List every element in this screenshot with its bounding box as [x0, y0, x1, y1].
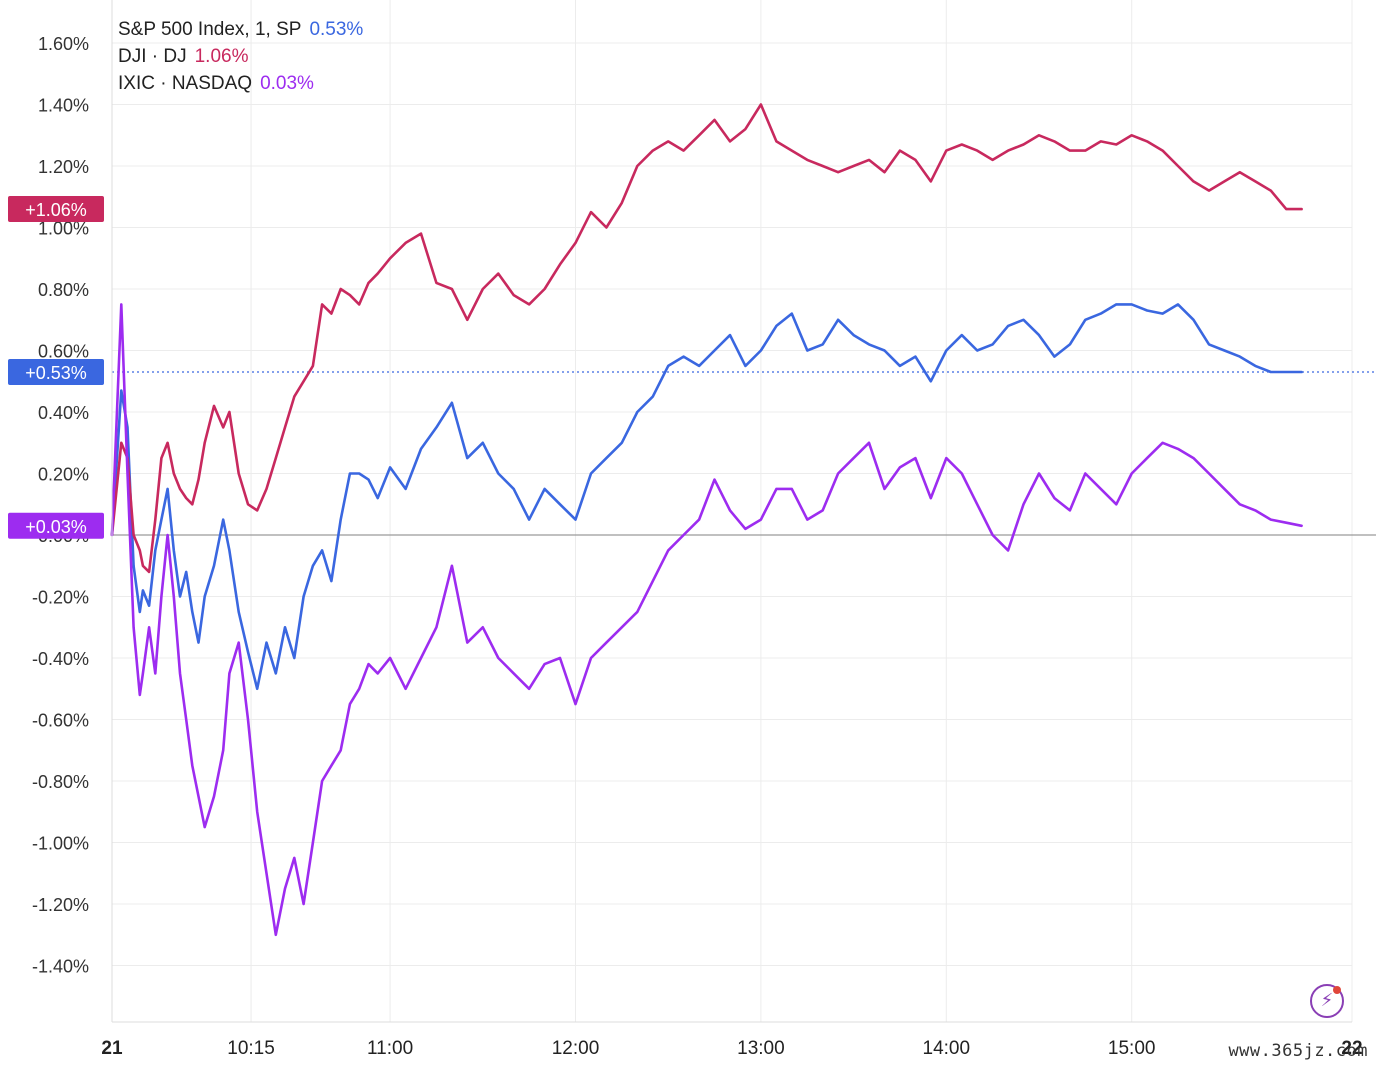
y-tick-label: -0.60%	[32, 711, 89, 731]
y-tick-label: 0.20%	[38, 465, 89, 485]
x-tick-label: 14:00	[923, 1038, 971, 1059]
series-badge-bg	[8, 512, 104, 539]
x-tick-label: 10:15	[227, 1038, 275, 1059]
legend-series-name: DJI · DJ	[118, 46, 187, 67]
series-line-0	[110, 303, 1303, 691]
x-tick-label: 12:00	[552, 1038, 600, 1059]
series-badge-bg	[8, 359, 104, 386]
x-tick-label: 21	[101, 1038, 123, 1059]
legend: S&P 500 Index, 1, SP 0.53% DJI · DJ 1.06% …	[118, 16, 363, 97]
y-tick-label: -1.00%	[32, 834, 89, 854]
y-tick-label: 1.20%	[38, 157, 89, 177]
y-tick-label: 0.40%	[38, 403, 89, 423]
series-lines	[110, 103, 1303, 937]
y-tick-label: 0.80%	[38, 280, 89, 300]
x-tick-label: 11:00	[367, 1038, 413, 1059]
notification-dot-icon	[1333, 986, 1341, 994]
x-tick-label: 22	[1341, 1038, 1362, 1059]
legend-series-value: 1.06%	[194, 46, 249, 67]
series-badge-label: +0.53%	[25, 363, 87, 383]
y-tick-label: 1.60%	[38, 34, 89, 54]
legend-series-name: S&P 500 Index, 1, SP	[118, 19, 302, 40]
y-tick-label: -0.80%	[32, 772, 89, 792]
y-tick-label: -0.20%	[32, 588, 89, 608]
legend-series-value: 0.53%	[309, 19, 364, 40]
series-line-1	[110, 103, 1303, 574]
y-tick-label: -1.20%	[32, 895, 89, 915]
y-tick-label: 1.40%	[38, 96, 89, 116]
price-badges: +0.53% +1.06% +0.03%	[8, 196, 104, 539]
series-badge-bg	[8, 196, 104, 223]
y-tick-label: 1.00%	[38, 219, 89, 239]
legend-series-name: IXIC · NASDAQ	[118, 73, 253, 94]
legend-item-dji[interactable]: DJI · DJ 1.06%	[118, 43, 363, 70]
x-tick-label: 15:00	[1108, 1038, 1156, 1059]
series-badge-label: +1.06%	[25, 200, 87, 220]
axes: 1.60% 1.40% 1.20% 1.00% 0.80% 0.60% 0.40% 0.20%…	[32, 0, 1363, 1059]
watermark: www.365jz.com	[1228, 1041, 1368, 1061]
y-tick-label: 0.60%	[38, 342, 89, 362]
legend-item-ixic[interactable]: IXIC · NASDAQ 0.03%	[118, 70, 363, 97]
grid	[111, 0, 1376, 1022]
y-tick-label: -0.40%	[32, 649, 89, 669]
legend-series-value: 0.03%	[260, 73, 314, 94]
y-tick-label: -1.40%	[32, 957, 89, 977]
series-line-2	[110, 303, 1303, 937]
series-badge-label: +0.03%	[25, 517, 87, 537]
legend-item-sp500[interactable]: S&P 500 Index, 1, SP 0.53%	[118, 16, 363, 43]
lightning-logo-icon[interactable]: ⚡	[1310, 984, 1344, 1018]
x-tick-label: 13:00	[737, 1038, 785, 1059]
